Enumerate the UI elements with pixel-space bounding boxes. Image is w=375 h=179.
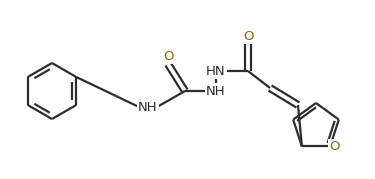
Text: O: O	[243, 30, 253, 42]
Text: HN: HN	[206, 64, 226, 78]
Text: O: O	[163, 50, 173, 62]
Text: O: O	[329, 140, 339, 153]
Text: NH: NH	[138, 100, 158, 113]
Text: NH: NH	[206, 84, 226, 98]
